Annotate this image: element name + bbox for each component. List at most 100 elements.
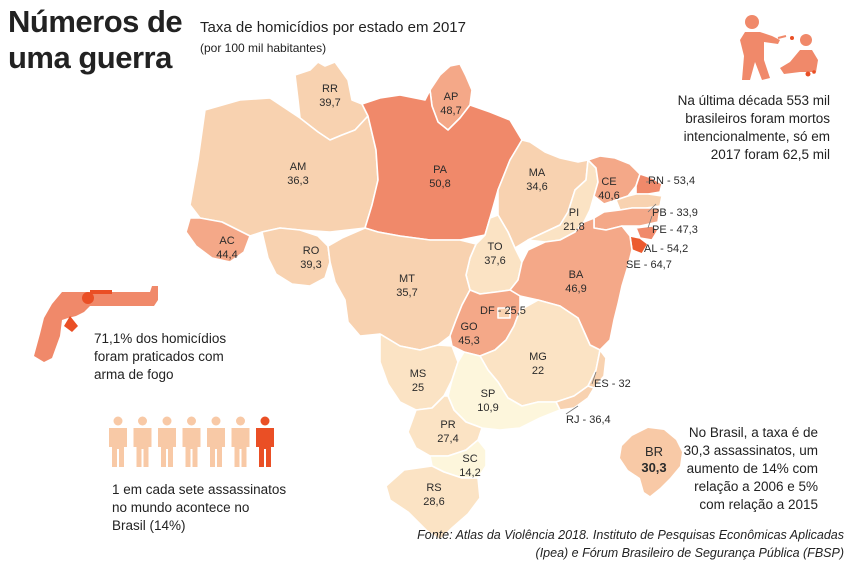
state-rate-ma: 34,6 [526, 181, 547, 193]
label-se: SE - 64,7 [626, 259, 672, 271]
state-code-mg: MG [529, 351, 547, 363]
world-note-line: 1 em cada sete assassinatos [112, 482, 287, 497]
state-rate-pr: 27,4 [437, 433, 458, 445]
state-code-pr: PR [440, 419, 455, 431]
state-ac [185, 217, 251, 263]
state-code-am: AM [290, 161, 307, 173]
state-rate-ac: 44,4 [216, 249, 237, 261]
person-pictogram-row [109, 416, 274, 467]
subtitle-unit: (por 100 mil habitantes) [200, 41, 327, 55]
state-rj [555, 385, 595, 411]
state-code-pi: PI [569, 207, 579, 219]
state-rate-to: 37,6 [484, 255, 505, 267]
decade-note-line: Na última década 553 mil [677, 93, 830, 108]
label-df: DF - 25,5 [480, 305, 526, 317]
title-line-1: Números de [8, 4, 183, 39]
state-rate-sp: 10,9 [477, 402, 498, 414]
source-credit: Fonte: Atlas da Violência 2018. Institut… [417, 526, 844, 562]
national-code: BR [645, 444, 663, 459]
person-icon [231, 416, 250, 467]
state-code-ms: MS [410, 368, 427, 380]
leader-line-es [591, 371, 597, 385]
label-pb: PB - 33,9 [652, 207, 698, 219]
state-code-ro: RO [303, 245, 320, 257]
leader-line-rj [565, 405, 579, 415]
firearm-note-line: foram praticados com [94, 349, 224, 364]
world-note-line: no mundo acontece no [112, 500, 250, 515]
label-es: ES - 32 [594, 378, 631, 390]
map-subtitle: Taxa de homicídios por estado em 2017 (p… [200, 18, 466, 58]
state-rn [635, 173, 663, 195]
person-icon [207, 416, 225, 467]
state-code-pa: PA [433, 164, 448, 176]
state-rate-rs: 28,6 [423, 496, 444, 508]
state-rate-pa: 50,8 [429, 178, 450, 190]
state-rate-pi: 21,8 [563, 221, 584, 233]
state-code-mt: MT [399, 273, 415, 285]
brazil-note-line: 30,3 assassinatos, um [683, 443, 818, 458]
person-icon [182, 416, 201, 467]
firearm-note: 71,1% dos homicídios foram praticados co… [94, 330, 274, 384]
world-note: 1 em cada sete assassinatos no mundo aco… [112, 481, 312, 535]
source-line: Fonte: Atlas da Violência 2018. Institut… [417, 528, 844, 542]
state-rate-rr: 39,7 [319, 97, 340, 109]
label-al: AL - 54,2 [644, 243, 688, 255]
state-code-go: GO [460, 321, 478, 333]
state-code-ac: AC [219, 235, 234, 247]
state-rate-ba: 46,9 [565, 283, 586, 295]
label-rn: RN - 53,4 [648, 175, 695, 187]
state-rate-mg: 22 [532, 365, 544, 377]
firearm-note-line: 71,1% dos homicídios [94, 331, 227, 346]
state-ms [379, 333, 459, 411]
brazil-note-line: relação a 2006 e 5% [694, 479, 818, 494]
firearm-note-line: arma de fogo [94, 367, 174, 382]
state-code-ba: BA [569, 269, 584, 281]
leader-lines [565, 181, 657, 415]
state-rate-mt: 35,7 [396, 287, 417, 299]
state-rate-ro: 39,3 [300, 259, 321, 271]
state-code-rr: RR [322, 83, 338, 95]
world-note-line: Brasil (14%) [112, 518, 186, 533]
attack-icon [740, 15, 818, 80]
state-code-ap: AP [444, 91, 459, 103]
state-code-rs: RS [426, 482, 441, 494]
source-line: (Ipea) e Fórum Brasileiro de Segurança P… [535, 546, 844, 560]
state-rate-ms: 25 [412, 382, 424, 394]
state-rate-am: 36,3 [287, 175, 308, 187]
state-rs [385, 465, 481, 541]
person-icon [158, 416, 176, 467]
state-code-ce: CE [601, 176, 616, 188]
state-rate-go: 45,3 [458, 335, 479, 347]
state-code-sc: SC [462, 453, 477, 465]
state-rate-ap: 48,7 [440, 105, 461, 117]
revolver-icon [34, 286, 158, 362]
state-pr [407, 395, 483, 457]
brazil-note-line: com relação a 2015 [699, 497, 818, 512]
blood-mark [790, 36, 816, 77]
external-labels: RN - 53,4 PB - 33,9 PE - 47,3 AL - 54,2 … [480, 175, 698, 426]
brazil-map-icon: BR 30,3 [620, 428, 682, 496]
title-line-2: uma guerra [8, 40, 172, 75]
page-title: Números de uma guerra [8, 4, 183, 76]
decade-note-line: 2017 foram 62,5 mil [710, 147, 830, 162]
label-pe: PE - 47,3 [652, 224, 698, 236]
subtitle-text: Taxa de homicídios por estado em 2017 [200, 19, 466, 36]
national-rate: 30,3 [641, 460, 666, 475]
brazil-note-line: No Brasil, a taxa é de [688, 425, 818, 440]
state-ro [261, 227, 331, 287]
leader-line-pe [647, 215, 653, 229]
decade-note-line: brasileiros foram mortos [685, 111, 830, 126]
leader-line-pb [647, 203, 657, 213]
person-icon [109, 416, 127, 467]
state-labels: RR 39,7 AP 48,7 AM 36,3 PA 50,8 MA 34,6 … [216, 83, 619, 508]
person-icon [133, 416, 152, 467]
state-al [635, 225, 659, 241]
person-icon [256, 416, 274, 467]
brazil-note: No Brasil, a taxa é de 30,3 assassinatos… [660, 424, 818, 514]
states-layer [185, 61, 663, 541]
decade-note: Na última década 553 mil brasileiros for… [590, 92, 830, 164]
brazil-note-line: aumento de 14% com [686, 461, 818, 476]
state-code-to: TO [487, 241, 503, 253]
state-code-sp: SP [481, 388, 496, 400]
state-code-ma: MA [529, 167, 546, 179]
